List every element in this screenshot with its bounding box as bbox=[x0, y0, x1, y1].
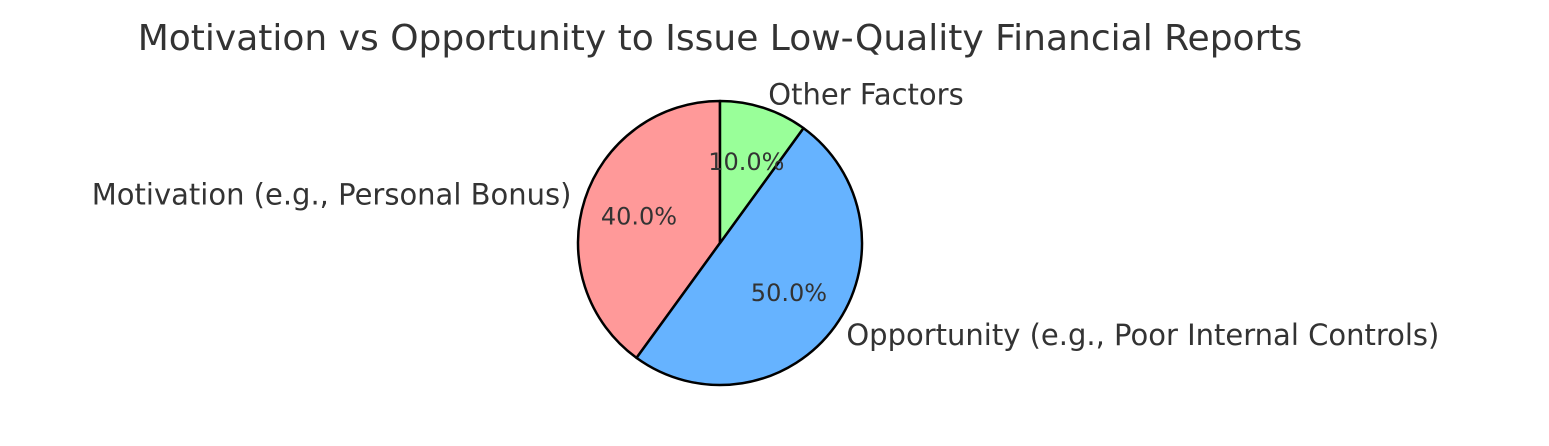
slice-label: Motivation (e.g., Personal Bonus) bbox=[92, 178, 572, 212]
slice-percent-label: 50.0% bbox=[751, 279, 827, 307]
pie-slice bbox=[576, 99, 722, 360]
pie-labels: Motivation (e.g., Personal Bonus) 40.0% Op… bbox=[92, 77, 1440, 351]
pie-slice bbox=[718, 99, 805, 245]
slice-percent-label: 10.0% bbox=[708, 148, 784, 176]
slice-label: Opportunity (e.g., Poor Internal Control… bbox=[846, 318, 1439, 352]
pie-slice bbox=[635, 126, 864, 387]
chart-title: Motivation vs Opportunity to Issue Low-Q… bbox=[138, 18, 1303, 59]
slice-percent-label: 40.0% bbox=[601, 203, 677, 231]
slice-label: Other Factors bbox=[768, 77, 963, 111]
pie-slices bbox=[576, 99, 864, 387]
